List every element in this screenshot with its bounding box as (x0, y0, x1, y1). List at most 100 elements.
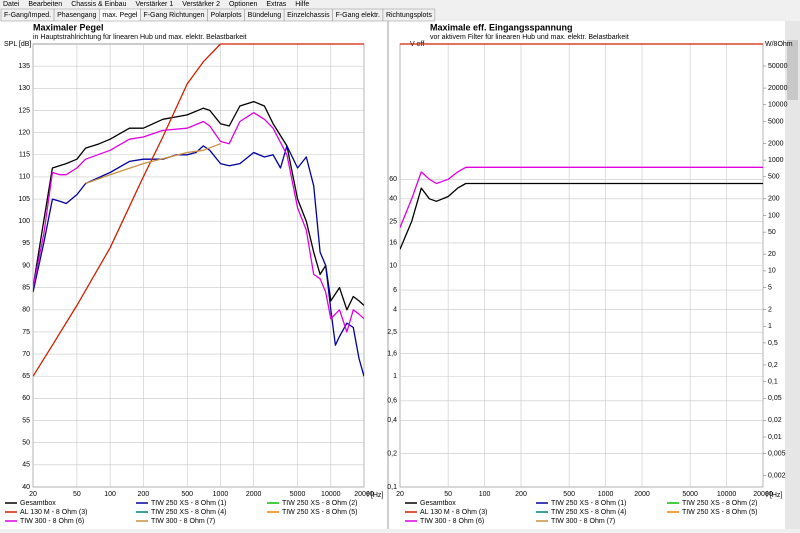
series-line (400, 182, 763, 250)
menu-item[interactable]: Hilfe (295, 1, 309, 8)
x-tick-label: 50 (444, 491, 452, 498)
menu-item[interactable]: Verstärker 2 (182, 1, 220, 8)
legend-label: TIW 300 - 8 Ohm (7) (151, 518, 215, 525)
legend-label: TIW 250 XS - 8 Ohm (5) (682, 509, 757, 516)
tab[interactable]: Bündelung (244, 8, 285, 22)
x-tick-label: 100 (104, 491, 116, 498)
series-line (400, 166, 763, 228)
menu-item[interactable]: Verstärker 1 (135, 1, 173, 8)
x-tick-label: 1000 (213, 491, 229, 498)
x-tick-label: 500 (181, 491, 193, 498)
y-tick-label: 1,6 (387, 350, 397, 357)
y-tick-label: 60 (389, 176, 397, 183)
y-tick-label: 10 (389, 262, 397, 269)
x-tick-label: 200 (515, 491, 527, 498)
x-tick-label: 10000 (321, 491, 341, 498)
tab-label[interactable]: Polarplots (211, 12, 243, 19)
y-tick-label: 60 (22, 395, 30, 402)
legend-label: Gesamtbox (420, 500, 456, 507)
y-tick-label: 125 (18, 107, 30, 114)
tab-label[interactable]: Phasengang (57, 12, 96, 19)
tab-box[interactable] (382, 8, 436, 22)
menu-item[interactable]: Chassis & Einbau (71, 1, 126, 8)
x-tick-label: 500 (563, 491, 575, 498)
chart-title: Maximale eff. Eingangsspannung (430, 22, 573, 32)
y2-tick-label: 10000 (768, 102, 788, 109)
tab[interactable]: Richtungsplots (382, 8, 436, 22)
series-line (33, 100, 364, 311)
y2-tick-label: 500 (768, 174, 780, 181)
x-tick-label: 1000 (598, 491, 614, 498)
y-tick-label: 40 (389, 196, 397, 203)
y-tick-label: 55 (22, 417, 30, 424)
y-tick-label: 4 (393, 306, 397, 313)
chart-subtitle: vor aktivem Filter für linearen Hub und … (430, 34, 629, 41)
y-tick-label: 0,2 (387, 451, 397, 458)
y-tick-label: 0,4 (387, 417, 397, 424)
tab[interactable]: F-Gang elektr. (332, 8, 384, 22)
tab-label[interactable]: Richtungsplots (386, 12, 432, 19)
legend-label: Gesamtbox (20, 500, 56, 507)
series-line (33, 43, 364, 377)
y-tick-label: 0,1 (387, 484, 397, 491)
chart-subtitle: in Hauptstrahlrichtung für linearen Hub … (33, 34, 247, 41)
chart-title: Maximaler Pegel (33, 22, 104, 32)
menu-item[interactable]: Bearbeiten (28, 1, 62, 8)
legend-label: TIW 300 - 8 Ohm (6) (20, 518, 84, 525)
legend-label: TIW 250 XS - 8 Ohm (4) (151, 509, 226, 516)
y-tick-label: 85 (22, 284, 30, 291)
tab[interactable]: Phasengang (53, 8, 100, 22)
tab-label[interactable]: F-Gang elektr. (336, 12, 380, 19)
x-tick-label: 5000 (682, 491, 698, 498)
y2-tick-label: 0,02 (768, 417, 782, 424)
y-tick-label: 100 (18, 218, 30, 225)
x-tick-label: 20 (29, 491, 37, 498)
tab[interactable]: F-Gang Richtungen (140, 8, 208, 22)
y-tick-label: 130 (18, 85, 30, 92)
y2-tick-label: 0,05 (768, 395, 782, 402)
series-line (85, 143, 221, 185)
x-tick-label: 10000 (717, 491, 737, 498)
y2-tick-label: 2 (768, 306, 772, 313)
y-tick-label: 75 (22, 329, 30, 336)
y2-axis-label: W/8Ohm (765, 41, 793, 48)
legend-label: TIW 250 XS - 8 Ohm (2) (282, 500, 357, 507)
y2-tick-label: 1 (768, 323, 772, 330)
legend-label: TIW 300 - 8 Ohm (6) (420, 518, 484, 525)
x-tick-label: 20000 (354, 491, 374, 498)
y-tick-label: 0,6 (387, 398, 397, 405)
y-tick-label: 65 (22, 373, 30, 380)
y2-tick-label: 1000 (768, 157, 784, 164)
tab-label[interactable]: F-Gang/Imped. (4, 12, 51, 19)
y2-tick-label: 20 (768, 251, 776, 258)
menu-item[interactable]: Datei (3, 1, 20, 8)
menu-item[interactable]: Optionen (229, 1, 258, 8)
x-tick-label: 2000 (634, 491, 650, 498)
x-tick-label: 20 (396, 491, 404, 498)
x-tick-label: 100 (479, 491, 491, 498)
tab-label[interactable]: Bündelung (248, 12, 282, 19)
legend-label: TIW 300 - 8 Ohm (7) (551, 518, 615, 525)
tab-label[interactable]: max. Pegel (102, 12, 137, 19)
scrollbar-thumb[interactable] (787, 40, 798, 100)
tab[interactable]: F-Gang/Imped. (0, 8, 55, 22)
y-tick-label: 1 (393, 373, 397, 380)
legend-label: TIW 250 XS - 8 Ohm (1) (551, 500, 626, 507)
y-axis-label: SPL [dB] (4, 41, 31, 48)
tab-label[interactable]: Einzelchassis (287, 12, 330, 19)
y-tick-label: 95 (22, 240, 30, 247)
scrollbar[interactable] (785, 21, 800, 529)
tab-label[interactable]: F-Gang Richtungen (143, 12, 204, 19)
y2-tick-label: 0,002 (768, 473, 786, 480)
x-tick-label: 50 (73, 491, 81, 498)
legend-label: AL 130 M - 8 Ohm (3) (420, 509, 487, 516)
y2-tick-label: 0,005 (768, 451, 786, 458)
menu-item[interactable]: Extras (266, 1, 286, 8)
tab[interactable]: max. Pegel (99, 8, 141, 22)
y-tick-label: 16 (389, 240, 397, 247)
tab[interactable]: Polarplots (207, 8, 245, 22)
tab[interactable]: Einzelchassis (283, 8, 333, 22)
y-tick-label: 50 (22, 440, 30, 447)
y2-tick-label: 5 (768, 284, 772, 291)
